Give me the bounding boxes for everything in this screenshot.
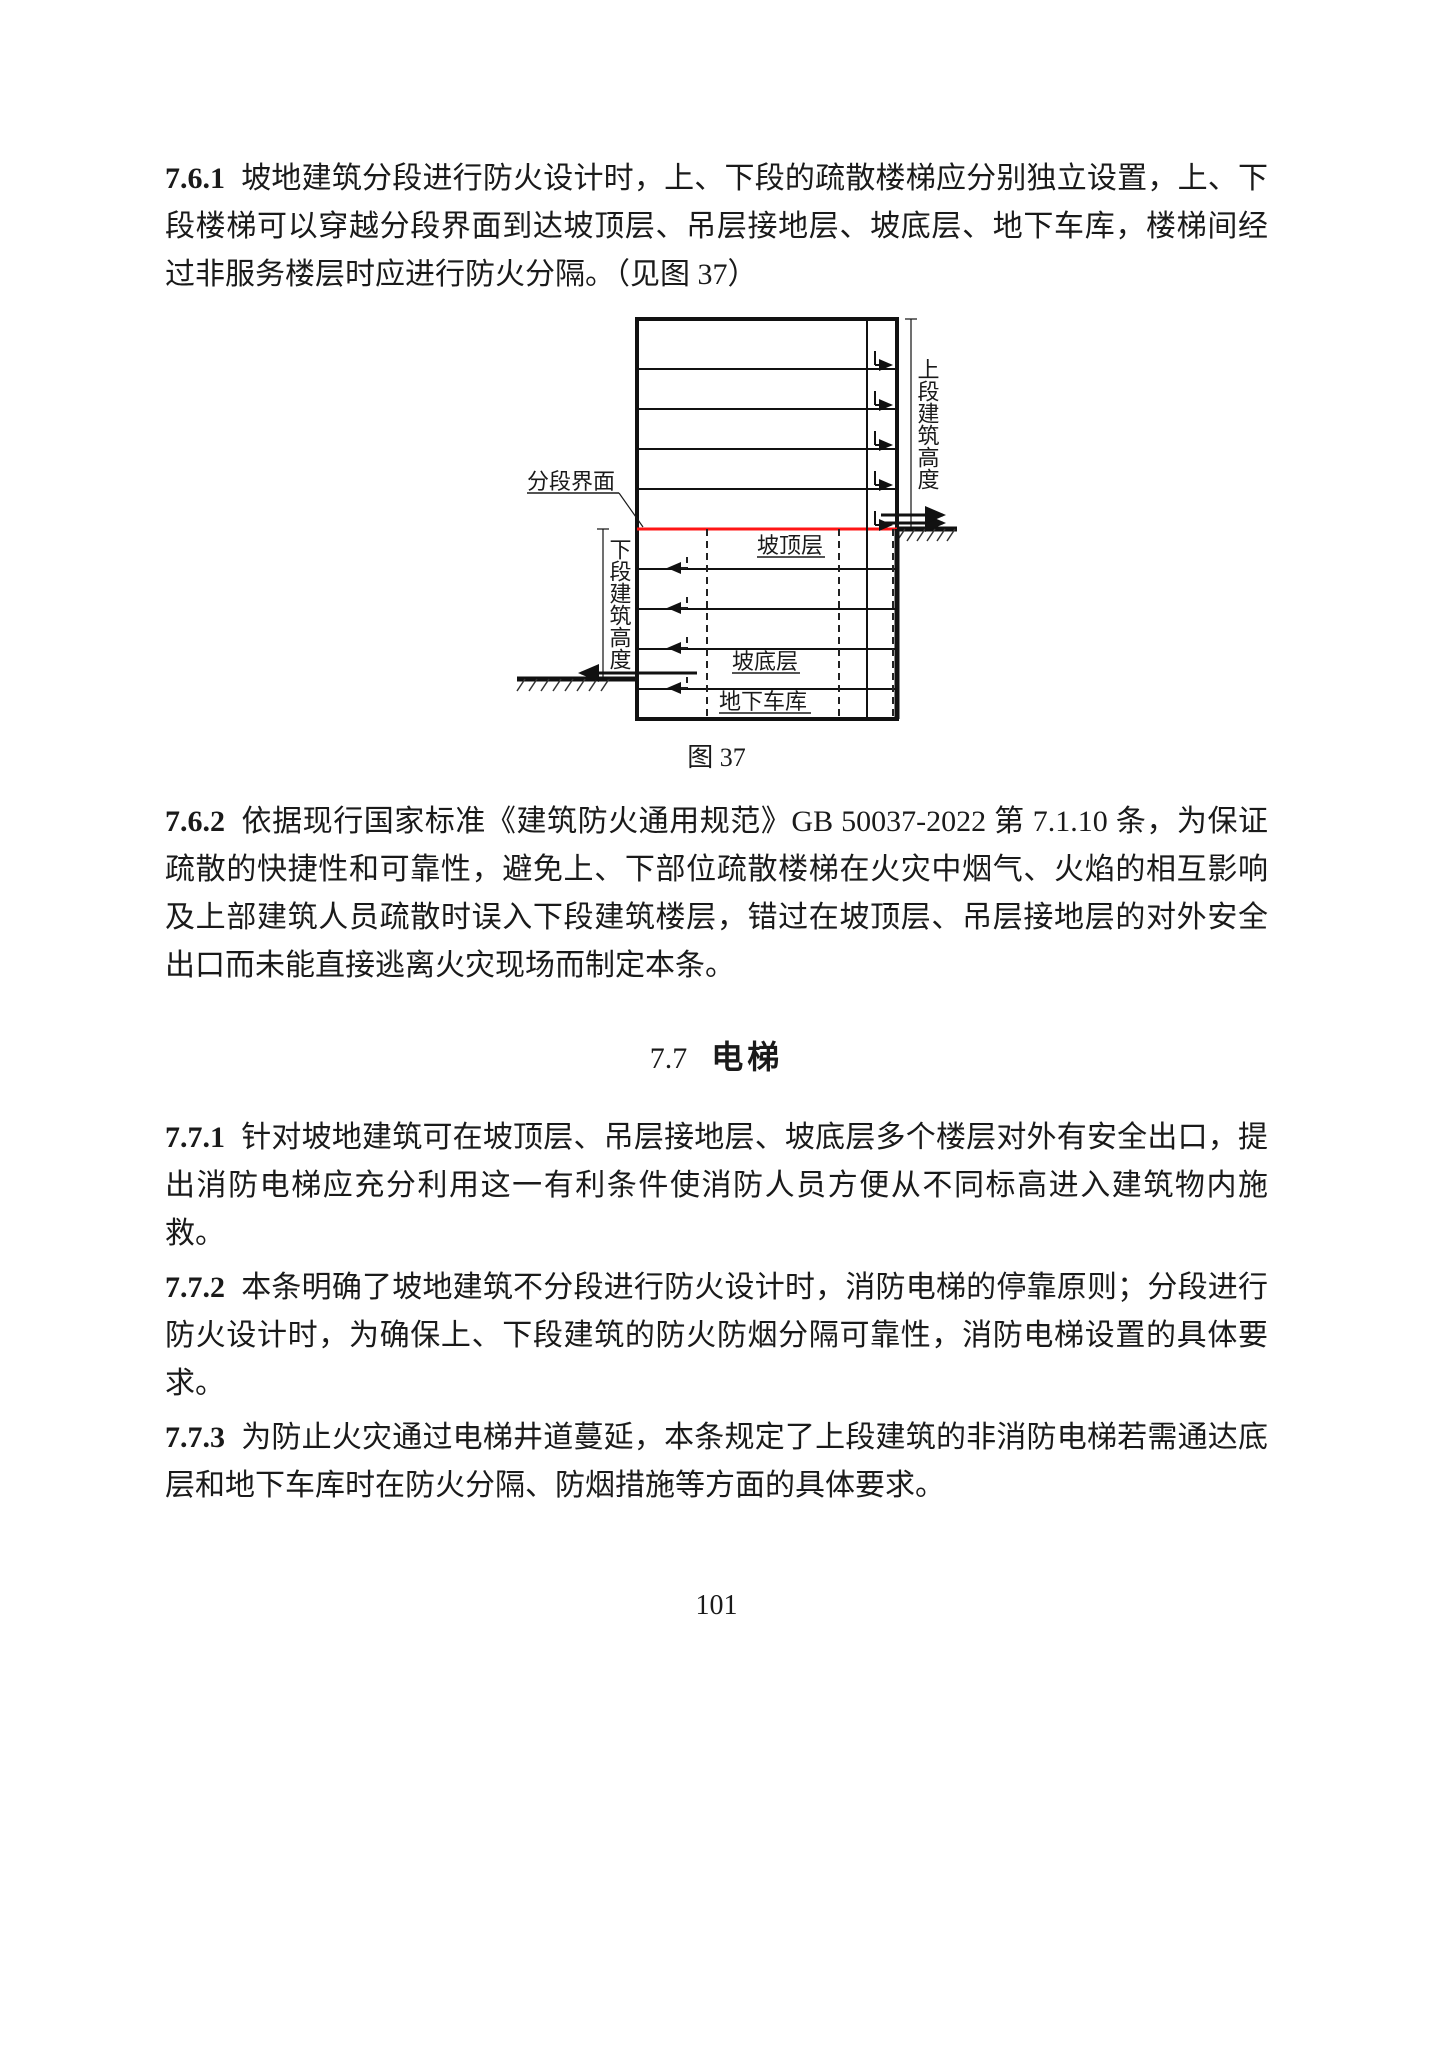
clause-text: 针对坡地建筑可在坡顶层、吊层接地层、坡底层多个楼层对外有安全出口，提出消防电梯应… xyxy=(165,1121,1268,1250)
clause-number: 7.6.2 xyxy=(165,805,225,838)
figure-37-diagram: 分段界面坡顶层坡底层地下车库 上段建筑高度下段建筑高度 xyxy=(457,309,977,729)
clause-number: 7.7.1 xyxy=(165,1121,225,1154)
svg-text:下段建筑高度: 下段建筑高度 xyxy=(606,538,631,670)
svg-text:上段建筑高度: 上段建筑高度 xyxy=(914,358,939,490)
paragraph-7-6-2: 7.6.2依据现行国家标准《建筑防火通用规范》GB 50037-2022 第 7… xyxy=(165,798,1268,990)
svg-text:分段界面: 分段界面 xyxy=(527,469,615,494)
clause-text: 坡地建筑分段进行防火设计时，上、下段的疏散楼梯应分别独立设置，上、下段楼梯可以穿… xyxy=(165,162,1268,291)
section-title: 电梯 xyxy=(711,1039,783,1075)
clause-number: 7.6.1 xyxy=(165,162,225,195)
svg-text:坡底层: 坡底层 xyxy=(732,649,798,674)
clause-text: 本条明确了坡地建筑不分段进行防火设计时，消防电梯的停靠原则；分段进行防火设计时，… xyxy=(165,1271,1268,1400)
clause-text-a: 依据现行国家标准《建筑防火通用规范》 xyxy=(241,805,791,838)
clause-number: 7.7.3 xyxy=(165,1421,225,1454)
svg-text:坡顶层: 坡顶层 xyxy=(757,533,823,558)
clause-number: 7.7.2 xyxy=(165,1271,225,1304)
section-number: 7.7 xyxy=(650,1042,688,1075)
figure-37-caption: 图 37 xyxy=(165,737,1268,774)
paragraph-7-7-3: 7.7.3为防止火灾通过电梯井道蔓延，本条规定了上段建筑的非消防电梯若需通达底层… xyxy=(165,1414,1268,1510)
svg-text:地下车库: 地下车库 xyxy=(719,689,807,714)
section-heading-7-7: 7.7 电梯 xyxy=(165,1032,1268,1078)
clause-text: 为防止火灾通过电梯井道蔓延，本条规定了上段建筑的非消防电梯若需通达底层和地下车库… xyxy=(165,1421,1268,1502)
paragraph-7-7-2: 7.7.2本条明确了坡地建筑不分段进行防火设计时，消防电梯的停靠原则；分段进行防… xyxy=(165,1264,1268,1408)
document-page: 7.6.1坡地建筑分段进行防火设计时，上、下段的疏散楼梯应分别独立设置，上、下段… xyxy=(0,0,1433,2048)
paragraph-7-7-1: 7.7.1针对坡地建筑可在坡顶层、吊层接地层、坡底层多个楼层对外有安全出口，提出… xyxy=(165,1114,1268,1258)
paragraph-7-6-1: 7.6.1坡地建筑分段进行防火设计时，上、下段的疏散楼梯应分别独立设置，上、下段… xyxy=(165,155,1268,299)
standard-code: GB 50037-2022 xyxy=(791,805,994,838)
figure-37-wrap: 分段界面坡顶层坡底层地下车库 上段建筑高度下段建筑高度 图 37 xyxy=(165,309,1268,774)
page-number: 101 xyxy=(165,1590,1268,1622)
